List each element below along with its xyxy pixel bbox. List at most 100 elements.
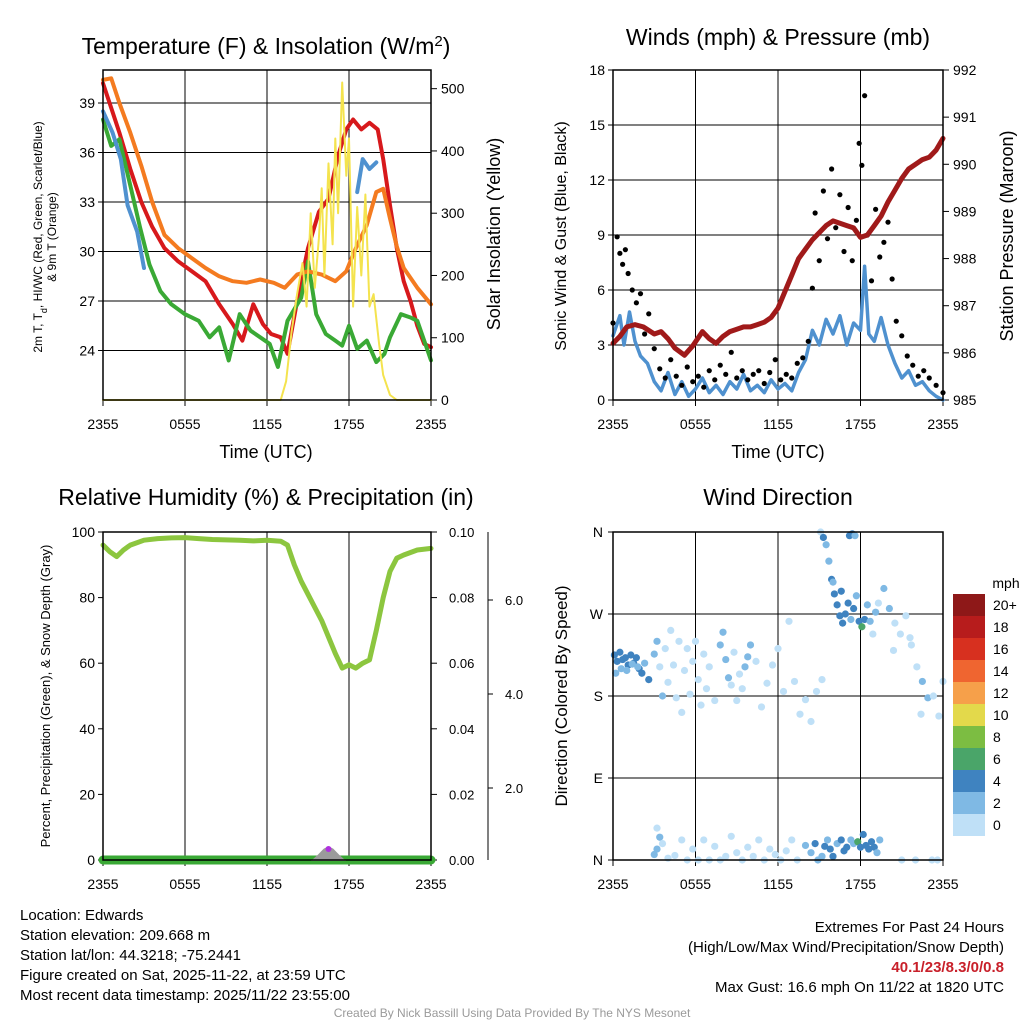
direction-point bbox=[821, 842, 829, 850]
gust-point bbox=[728, 349, 734, 355]
created-text: Figure created on Sat, 2025-11-22, at 23… bbox=[20, 967, 346, 984]
direction-point bbox=[819, 533, 827, 542]
legend-swatch bbox=[953, 594, 985, 616]
gust-point bbox=[849, 258, 855, 264]
temp-ytick-label: 39 bbox=[79, 95, 95, 111]
direction-point bbox=[836, 612, 844, 620]
direction-point bbox=[825, 557, 833, 565]
legend-swatch bbox=[953, 638, 985, 660]
dir-ylabel: Direction (Colored By Speed) bbox=[552, 585, 571, 806]
direction-point bbox=[763, 679, 771, 687]
gust-point bbox=[723, 371, 729, 377]
direction-point bbox=[856, 843, 865, 851]
temp-series-line bbox=[101, 76, 433, 307]
gust-point bbox=[789, 375, 795, 381]
gust-point bbox=[684, 364, 690, 370]
gust-point bbox=[679, 382, 685, 388]
wind-ytick-label: 12 bbox=[589, 172, 605, 188]
wind-xtick-label: 1155 bbox=[763, 416, 793, 432]
extremes-subtitle: (High/Low/Max Wind/Precipitation/Snow De… bbox=[688, 939, 1004, 956]
direction-point bbox=[801, 696, 810, 704]
direction-point bbox=[658, 692, 667, 700]
max-gust-text: Max Gust: 16.6 mph On 11/22 at 1820 UTC bbox=[714, 979, 1004, 996]
gust-point bbox=[794, 360, 800, 366]
direction-point bbox=[768, 661, 777, 669]
direction-point bbox=[896, 630, 904, 638]
dir-ytick-label: N bbox=[593, 524, 603, 540]
direction-panel: Wind Direction Direction (Colored By Spe… bbox=[552, 484, 1020, 892]
legend-label: 10 bbox=[993, 707, 1009, 723]
gust-point bbox=[881, 239, 887, 245]
gust-point bbox=[921, 368, 927, 374]
gust-point bbox=[706, 368, 712, 374]
direction-point bbox=[867, 838, 876, 846]
temp-ytick-label: 36 bbox=[79, 145, 95, 161]
direction-point bbox=[623, 666, 631, 675]
direction-point bbox=[829, 852, 837, 860]
rh-panel: Relative Humidity (%) & Precipitation (i… bbox=[38, 484, 523, 892]
wind-xtick-label: 0555 bbox=[680, 416, 711, 432]
dir-xtick-label: 2355 bbox=[927, 876, 958, 892]
temp-ytick-label: 27 bbox=[79, 293, 95, 309]
gust-point bbox=[701, 384, 707, 390]
rh-ytick-label: 20 bbox=[79, 786, 95, 802]
temp-xtick-label: 1755 bbox=[333, 416, 364, 432]
gust-point bbox=[893, 318, 899, 324]
gust-point bbox=[756, 368, 762, 374]
temp-xlabel: Time (UTC) bbox=[219, 442, 312, 462]
gust-point bbox=[904, 353, 910, 359]
legend-swatch bbox=[953, 814, 985, 836]
direction-point bbox=[650, 650, 658, 658]
legend-swatch bbox=[953, 770, 985, 792]
direction-point bbox=[738, 685, 746, 693]
gust-point bbox=[859, 162, 865, 168]
direction-point bbox=[730, 648, 738, 656]
direction-point bbox=[830, 590, 838, 598]
direction-point bbox=[869, 630, 877, 638]
rh-frame bbox=[102, 531, 432, 861]
direction-point bbox=[851, 532, 859, 540]
gust-point bbox=[695, 373, 701, 379]
direction-point bbox=[727, 832, 735, 840]
direction-point bbox=[865, 845, 873, 853]
direction-point bbox=[613, 657, 621, 665]
gust-point bbox=[926, 375, 932, 381]
dir-ytick-label: N bbox=[593, 852, 603, 868]
rh-ytick-label: 40 bbox=[79, 721, 95, 737]
rh-ylabel: Percent, Precipitation (Green), & Snow D… bbox=[38, 545, 53, 848]
wind-ytick-label: 3 bbox=[597, 337, 605, 353]
direction-point bbox=[907, 641, 915, 649]
rh-y2tick-label: 0.00 bbox=[449, 853, 474, 868]
dir-xtick-label: 1755 bbox=[845, 876, 876, 892]
direction-point bbox=[873, 849, 881, 857]
dir-legend-title: mph bbox=[992, 575, 1019, 591]
rh-y2tick-label: 0.06 bbox=[449, 656, 474, 671]
direction-point bbox=[818, 676, 826, 684]
wind-ytick-label: 0 bbox=[597, 392, 605, 408]
extremes-values: 40.1/23/8.3/0/0.8 bbox=[891, 959, 1004, 976]
legend-swatch bbox=[953, 660, 985, 682]
direction-point bbox=[689, 845, 697, 853]
direction-point bbox=[812, 687, 821, 696]
direction-point bbox=[844, 599, 852, 607]
direction-point bbox=[675, 637, 683, 645]
temp-y2tick-label: 300 bbox=[441, 205, 465, 221]
direction-point bbox=[889, 646, 898, 655]
wind-xlabel: Time (UTC) bbox=[731, 442, 824, 462]
direction-point bbox=[818, 852, 826, 860]
dir-xtick-label: 0555 bbox=[680, 876, 711, 892]
dir-title: Wind Direction bbox=[703, 484, 853, 510]
direction-point bbox=[858, 623, 866, 631]
gust-point bbox=[783, 371, 789, 377]
wind-y2tick-label: 991 bbox=[953, 109, 977, 125]
direction-point bbox=[906, 634, 914, 642]
rh-ytick-label: 80 bbox=[79, 590, 95, 606]
dir-ytick-label: S bbox=[594, 688, 603, 704]
gust-point bbox=[614, 234, 620, 240]
direction-point bbox=[641, 659, 649, 667]
gust-point bbox=[629, 287, 635, 293]
legend-label: 8 bbox=[993, 729, 1001, 745]
direction-point bbox=[727, 681, 735, 689]
direction-point bbox=[711, 842, 719, 850]
gust-point bbox=[637, 291, 644, 297]
